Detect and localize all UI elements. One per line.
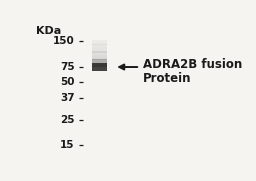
Text: 15: 15 <box>60 140 75 150</box>
Text: 50: 50 <box>60 77 75 87</box>
Bar <box>92 50 107 51</box>
Bar <box>92 43 107 44</box>
Bar <box>92 44 107 45</box>
Bar <box>92 56 107 57</box>
Bar <box>92 52 107 53</box>
Bar <box>92 59 107 63</box>
Bar <box>92 51 107 52</box>
Text: Protein: Protein <box>143 72 191 85</box>
Text: ADRA2B fusion: ADRA2B fusion <box>143 58 242 71</box>
Bar <box>92 48 107 49</box>
Bar <box>92 47 107 48</box>
Bar <box>92 55 107 56</box>
Bar <box>92 63 107 64</box>
Bar <box>92 53 107 54</box>
Bar <box>92 40 107 41</box>
Bar <box>92 57 107 58</box>
Bar <box>92 41 107 42</box>
Bar <box>92 60 107 61</box>
Bar <box>92 54 107 55</box>
Bar <box>92 58 107 59</box>
Bar <box>92 51 107 52</box>
Bar <box>92 64 107 65</box>
Bar <box>92 59 107 60</box>
Bar <box>92 45 107 46</box>
Bar <box>92 66 107 67</box>
Text: 150: 150 <box>53 35 75 46</box>
Bar <box>92 46 107 47</box>
Bar <box>92 63 107 71</box>
Text: KDa: KDa <box>36 26 61 36</box>
Text: 75: 75 <box>60 62 75 72</box>
Bar <box>92 65 107 66</box>
Bar <box>92 49 107 50</box>
Bar <box>92 44 107 45</box>
Text: 25: 25 <box>60 115 75 125</box>
Bar <box>92 61 107 62</box>
Text: 37: 37 <box>60 93 75 103</box>
Bar <box>92 62 107 63</box>
Bar <box>92 42 107 43</box>
Bar <box>92 58 107 60</box>
